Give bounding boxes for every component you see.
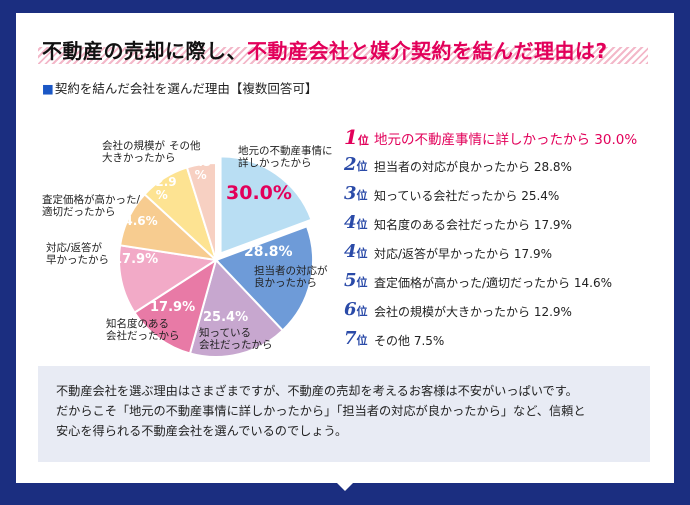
card: 不動産の売却に際し、不動産会社と媒介契約を結んだ理由は? ■契約を結んだ会社を選… (16, 13, 674, 483)
rank-text: 査定価格が高かった/適切だったから 14.6% (374, 274, 612, 291)
slice-label: 知名度のある会社だったから (106, 318, 180, 342)
rank-item: 4位対応/返答が早かったから 17.9% (344, 241, 664, 270)
rank-item: 3位知っている会社だったから 25.4% (344, 183, 664, 212)
rank-number: 7位 (344, 328, 368, 349)
slice-label: 会社の規模が大きかったから (102, 140, 176, 164)
rank-item: 6位会社の規模が大きかったから 12.9% (344, 299, 664, 328)
summary-note: 不動産会社を選ぶ理由はさまざまですが、不動産の売却を考えるお客様は不安がいっぱい… (38, 366, 650, 462)
rank-number: 4位 (344, 241, 368, 262)
slice-value-label: 14.6% (116, 215, 158, 228)
slice-value-label: 7.5% (190, 156, 211, 182)
rank-number: 6位 (344, 299, 368, 320)
rank-text: 会社の規模が大きかったから 12.9% (374, 303, 572, 320)
rank-text: 知名度のある会社だったから 17.9% (374, 216, 572, 233)
rank-item: 5位査定価格が高かった/適切だったから 14.6% (344, 270, 664, 299)
slice-value-label: 17.9% (113, 253, 158, 267)
slice-value-label: 12.9% (147, 176, 177, 202)
slice-label: 知っている会社だったから (199, 327, 273, 351)
rank-number: 2位 (344, 154, 368, 175)
ranking-list: 1位地元の不動産事情に詳しかったから 30.0% 2位担当者の対応が良かったから… (344, 125, 664, 357)
rank-text: 地元の不動産事情に詳しかったから 30.0% (374, 128, 637, 148)
rank-number: 4位 (344, 212, 368, 233)
rank-item: 1位地元の不動産事情に詳しかったから 30.0% (344, 125, 664, 154)
note-line: 不動産会社を選ぶ理由はさまざまですが、不動産の売却を考えるお客様は不安がいっぱい… (56, 381, 632, 401)
rank-item: 4位知名度のある会社だったから 17.9% (344, 212, 664, 241)
slice-label: 地元の不動産事情に詳しかったから (238, 145, 333, 169)
slice-value-label: 30.0% (226, 183, 292, 203)
rank-item: 7位その他 7.5% (344, 328, 664, 357)
rank-text: 担当者の対応が良かったから 28.8% (374, 158, 572, 175)
slice-value-label: 28.8% (244, 245, 293, 260)
slice-label: 担当者の対応が良かったから (254, 265, 328, 289)
slice-value-label: 17.9% (150, 301, 195, 315)
note-line: だからこそ「地元の不動産事情に詳しかったから」「担当者の対応が良かったから」など… (56, 401, 632, 421)
rank-number: 5位 (344, 270, 368, 291)
slice-label: その他 (169, 140, 201, 152)
down-arrow-inner (337, 483, 353, 491)
rank-text: 知っている会社だったから 25.4% (374, 187, 559, 204)
rank-text: 対応/返答が早かったから 17.9% (374, 245, 552, 262)
rank-item: 2位担当者の対応が良かったから 28.8% (344, 154, 664, 183)
slice-value-label: 25.4% (203, 311, 248, 325)
note-line: 安心を得られる不動産会社を選んでいるのでしょう。 (56, 421, 632, 441)
rank-number: 1位 (344, 125, 369, 149)
slice-label: 対応/返答が早かったから (46, 242, 109, 266)
rank-text: その他 7.5% (374, 332, 444, 349)
rank-number: 3位 (344, 183, 368, 204)
